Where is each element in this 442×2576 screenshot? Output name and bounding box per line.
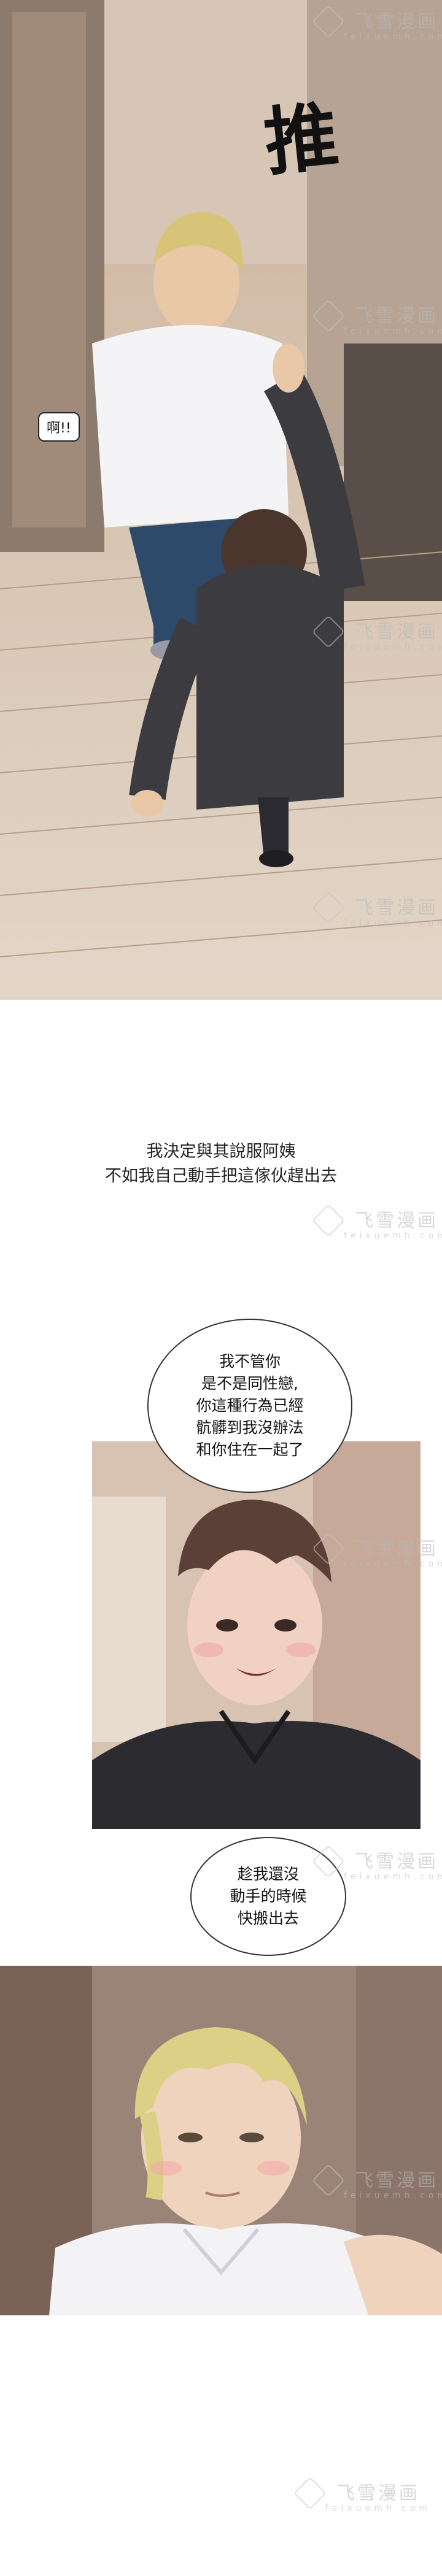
watermark-en: feixuemh.com xyxy=(325,2504,432,2513)
caption-line-2: 不如我自己動手把這傢伙趕出去 xyxy=(105,1167,337,1186)
watermark: 飞雪漫画 feixuemh.com xyxy=(312,2164,442,2201)
speech-bubble-2-text: 趁我還沒 動手的時候 快搬出去 xyxy=(230,1865,307,1927)
watermark-cn: 飞雪漫画 xyxy=(355,11,439,33)
watermark: 飞雪漫画 feixuemh.com xyxy=(312,1532,442,1569)
watermark-cn: 飞雪漫画 xyxy=(336,2483,421,2504)
watermark-cn: 飞雪漫画 xyxy=(355,897,439,919)
watermark-cn: 飞雪漫画 xyxy=(355,1210,439,1232)
watermark-en: feixuemh.com xyxy=(344,32,442,42)
speech-bubble-2: 趁我還沒 動手的時候 快搬出去 xyxy=(190,1837,346,1956)
watermark-cn: 飞雪漫画 xyxy=(355,305,439,327)
panel-brunette-man xyxy=(92,1441,421,1829)
watermark-en: feixuemh.com xyxy=(344,1872,442,1882)
speech-bubble-1: 我不管你 是不是同性戀, 你這種行為已經 骯髒到我沒辦法 和你住在一起了 xyxy=(147,1319,352,1493)
caption-line-1: 我決定與其說服阿姨 xyxy=(146,1142,296,1161)
narration-caption: 我決定與其說服阿姨 不如我自己動手把這傢伙趕出去 xyxy=(0,1140,442,1189)
watermark: 飞雪漫画 feixuemh.com xyxy=(312,615,442,652)
push-sound-effect: 推 xyxy=(260,94,343,186)
watermark-en: feixuemh.com xyxy=(344,918,442,928)
panel-push-scene: 推 啊!! xyxy=(0,0,442,1000)
watermark-logo-icon xyxy=(312,1204,345,1237)
panel-blond-man xyxy=(0,1966,442,2315)
watermark-en: feixuemh.com xyxy=(344,326,442,336)
brunette-man-illustration xyxy=(92,1441,421,1829)
watermark: 飞雪漫画 feixuemh.com xyxy=(312,891,442,928)
watermark: 飞雪漫画 feixuemh.com xyxy=(312,1845,442,1882)
watermark-en: feixuemh.com xyxy=(344,2191,442,2201)
watermark-cn: 飞雪漫画 xyxy=(355,1538,439,1560)
speech-bubble-1-text: 我不管你 是不是同性戀, 你這種行為已經 骯髒到我沒辦法 和你住在一起了 xyxy=(196,1352,304,1459)
watermark-en: feixuemh.com xyxy=(344,642,442,652)
watermark-cn: 飞雪漫画 xyxy=(355,2170,439,2191)
push-scene-illustration xyxy=(0,0,442,1000)
watermark-en: feixuemh.com xyxy=(344,1231,442,1241)
watermark: 飞雪漫画 feixuemh.com xyxy=(312,5,442,42)
watermark: 飞雪漫画 feixuemh.com xyxy=(293,2477,432,2513)
watermark-en: feixuemh.com xyxy=(344,1559,442,1569)
watermark: 飞雪漫画 feixuemh.com xyxy=(312,299,442,336)
blond-man-illustration xyxy=(0,1966,442,2315)
watermark-cn: 飞雪漫画 xyxy=(355,621,439,643)
watermark-cn: 飞雪漫画 xyxy=(355,1851,439,1873)
watermark: 飞雪漫画 feixuemh.com xyxy=(312,1204,442,1241)
watermark-logo-icon xyxy=(293,2477,327,2510)
shout-text: 啊!! xyxy=(38,412,80,442)
